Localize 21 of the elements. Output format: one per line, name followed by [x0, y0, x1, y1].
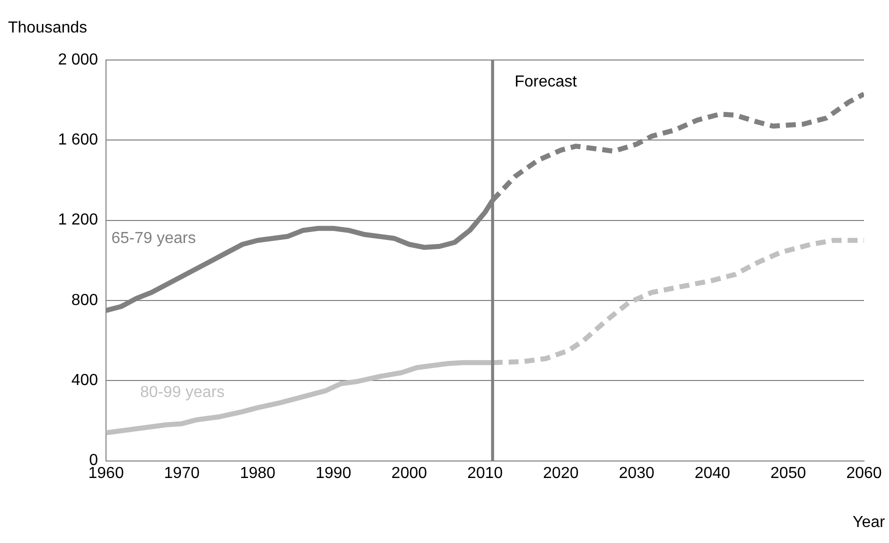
x-tick-label: 2060 [846, 464, 882, 482]
x-tick-label: 1980 [240, 464, 276, 482]
ref-line-label: Forecast [514, 73, 578, 90]
series-label: 80-99 years [140, 384, 225, 402]
x-tick-label: 2030 [618, 464, 655, 482]
x-tick-label: 2000 [391, 464, 428, 482]
x-tick-label: 2010 [467, 464, 503, 482]
y-tick-label: 800 [71, 292, 98, 309]
series-label: 65-79 years [111, 230, 196, 247]
y-tick-label: 400 [71, 372, 98, 390]
x-tick-label: 1990 [316, 464, 352, 482]
x-tick-label: 1960 [88, 464, 124, 482]
y-tick-label: 2 000 [58, 51, 98, 68]
x-axis-title: Year [852, 514, 886, 532]
y-tick-label: 1 600 [58, 132, 98, 149]
x-tick-label: 1970 [164, 464, 200, 482]
x-tick-label: 2040 [694, 464, 730, 482]
x-tick-label: 2020 [543, 464, 579, 482]
y-tick-label: 1 200 [58, 212, 98, 229]
x-tick-label: 2050 [770, 464, 806, 482]
y-axis-title: Thousands [8, 19, 88, 36]
